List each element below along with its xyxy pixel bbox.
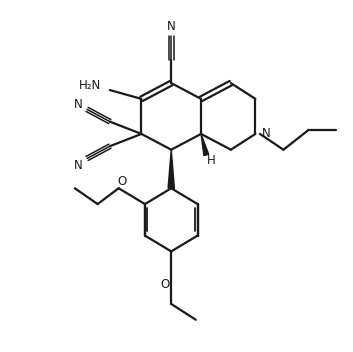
Polygon shape	[201, 134, 209, 156]
Text: H: H	[207, 154, 216, 167]
Text: N: N	[167, 20, 175, 33]
Polygon shape	[168, 150, 174, 188]
Text: N: N	[74, 159, 83, 172]
Text: O: O	[160, 278, 169, 291]
Text: H₂N: H₂N	[79, 80, 101, 92]
Text: N: N	[74, 98, 83, 111]
Text: N: N	[262, 127, 270, 140]
Text: O: O	[118, 175, 127, 188]
